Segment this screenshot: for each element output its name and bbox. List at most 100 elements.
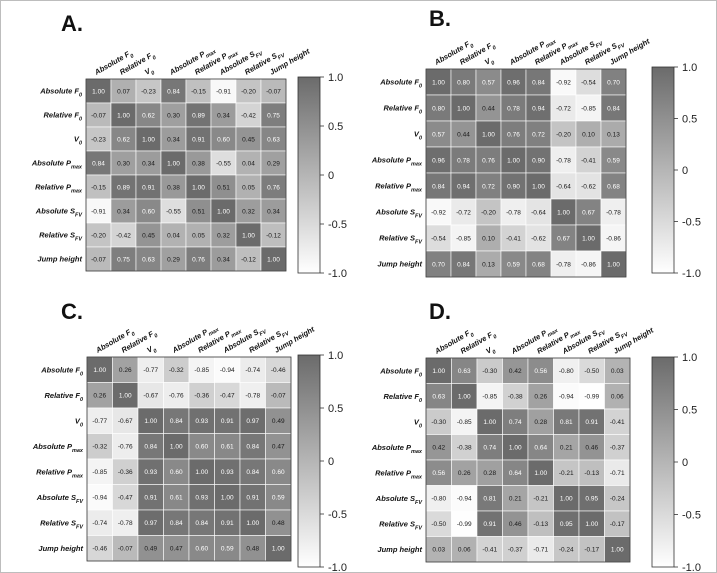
cell-value-label: 0.91 bbox=[144, 495, 157, 502]
cell-value-label: 0.48 bbox=[272, 520, 285, 527]
cell-value-label: 0.21 bbox=[509, 496, 522, 503]
cell-value-label: -0.77 bbox=[92, 418, 107, 425]
heatmap-cell bbox=[112, 433, 139, 460]
heatmap-cell bbox=[527, 383, 554, 410]
colorbar-tick-label: -0.5 bbox=[682, 510, 701, 522]
cell-value-label: 0.84 bbox=[246, 469, 259, 476]
cell-value-label: -0.54 bbox=[431, 235, 446, 242]
heatmap-cell bbox=[578, 408, 605, 435]
cell-value-label: 0.32 bbox=[217, 232, 230, 239]
cell-value-label: -0.41 bbox=[506, 235, 521, 242]
heatmap-cell bbox=[265, 458, 292, 485]
column-label: V0 bbox=[143, 65, 156, 79]
cell-value-label: -0.20 bbox=[556, 131, 571, 138]
cell-value-label: -0.15 bbox=[91, 184, 106, 191]
cell-value-label: -0.85 bbox=[482, 394, 497, 401]
cell-value-label: -0.85 bbox=[194, 367, 209, 374]
heatmap-cell bbox=[500, 68, 527, 96]
colorbar-tick-label: -1.0 bbox=[682, 268, 701, 280]
panel-d: D.1.00 0.63 -0.30 0.42 0.56 -0.80 -0.50 0.030.6… bbox=[371, 299, 701, 572]
cell-value-label: 0.84 bbox=[170, 418, 183, 425]
heatmap-cell bbox=[86, 433, 113, 460]
heatmap-cell bbox=[110, 126, 137, 152]
cell-value-label: 0.32 bbox=[242, 208, 255, 215]
heatmap-cell bbox=[265, 382, 292, 409]
cell-value-label: 0.93 bbox=[195, 495, 208, 502]
cell-value-label: 0.05 bbox=[242, 184, 255, 191]
cell-value-label: 0.62 bbox=[142, 112, 155, 119]
cell-value-label: 0.42 bbox=[509, 368, 522, 375]
heatmap-cell bbox=[235, 222, 262, 248]
cell-value-label: 0.21 bbox=[560, 445, 573, 452]
row-label: Absolute Pmax bbox=[31, 159, 83, 171]
cell-value-label: 0.68 bbox=[607, 183, 620, 190]
row-label: V0 bbox=[74, 135, 82, 147]
cell-value-label: 0.34 bbox=[142, 160, 155, 167]
cell-value-label: -0.67 bbox=[118, 418, 133, 425]
cell-value-label: 0.60 bbox=[170, 469, 183, 476]
cell-value-label: -0.32 bbox=[92, 444, 107, 451]
heatmap-cell bbox=[451, 408, 478, 435]
cell-value-label: 0.45 bbox=[242, 136, 255, 143]
cell-value-label: 1.00 bbox=[482, 131, 495, 138]
cell-value-label: 0.74 bbox=[509, 419, 522, 426]
heatmap-cell bbox=[188, 356, 215, 383]
cell-value-label: 0.61 bbox=[170, 495, 183, 502]
cell-value-label: 0.91 bbox=[192, 136, 205, 143]
cell-value-label: 0.95 bbox=[585, 496, 598, 503]
cell-value-label: 1.00 bbox=[483, 419, 496, 426]
heatmap-cell bbox=[525, 94, 552, 122]
cell-value-label: 1.00 bbox=[272, 546, 285, 553]
panel-title: A. bbox=[61, 11, 83, 36]
cell-value-label: -0.78 bbox=[245, 393, 260, 400]
cell-value-label: -0.78 bbox=[556, 157, 571, 164]
heatmap-cell bbox=[502, 485, 529, 512]
heatmap-cell bbox=[160, 102, 187, 128]
cell-value-label: 0.84 bbox=[92, 160, 105, 167]
cell-value-label: 0.10 bbox=[482, 235, 495, 242]
cell-value-label: 0.05 bbox=[192, 232, 205, 239]
cell-value-label: 0.80 bbox=[457, 79, 470, 86]
row-label: Jump height bbox=[377, 260, 422, 269]
cell-value-label: -0.41 bbox=[482, 547, 497, 554]
cell-value-label: 0.67 bbox=[582, 209, 595, 216]
cell-value-label: 0.62 bbox=[117, 136, 130, 143]
heatmap-cell bbox=[214, 458, 241, 485]
heatmap-cell bbox=[265, 356, 292, 383]
cell-value-label: 0.13 bbox=[482, 261, 495, 268]
cell-value-label: -0.86 bbox=[606, 235, 621, 242]
heatmap-cell bbox=[553, 485, 580, 512]
heatmap-cell bbox=[239, 535, 266, 562]
heatmap-cell bbox=[604, 357, 631, 384]
cell-value-label: 0.59 bbox=[607, 157, 620, 164]
row-label: V0 bbox=[414, 417, 422, 429]
heatmap-cell bbox=[260, 102, 287, 128]
cell-value-label: -0.13 bbox=[584, 470, 599, 477]
heatmap-cell bbox=[575, 120, 602, 148]
cell-value-label: 0.76 bbox=[482, 157, 495, 164]
cell-value-label: 0.60 bbox=[217, 136, 230, 143]
column-label: Jump height bbox=[273, 324, 317, 354]
heatmap-cell bbox=[425, 172, 452, 200]
cell-value-label: 1.00 bbox=[582, 235, 595, 242]
cell-value-label: -0.07 bbox=[91, 256, 106, 263]
heatmap-cell bbox=[553, 434, 580, 461]
cell-value-label: 1.00 bbox=[195, 469, 208, 476]
cell-value-label: -0.55 bbox=[216, 160, 231, 167]
heatmap-cell bbox=[110, 198, 137, 224]
cell-value-label: 0.91 bbox=[483, 521, 496, 528]
heatmap-frame bbox=[86, 356, 292, 562]
cell-value-label: 0.51 bbox=[192, 208, 205, 215]
cell-value-label: -0.37 bbox=[508, 547, 523, 554]
cell-value-label: 0.04 bbox=[242, 160, 255, 167]
cell-value-label: -0.85 bbox=[456, 235, 471, 242]
heatmap-cell bbox=[239, 382, 266, 409]
cell-value-label: 1.00 bbox=[144, 418, 157, 425]
heatmap-cell bbox=[86, 484, 113, 511]
cell-value-label: 0.47 bbox=[272, 444, 285, 451]
heatmap-cell bbox=[163, 407, 190, 434]
cell-value-label: -0.94 bbox=[457, 496, 472, 503]
heatmap-cell bbox=[476, 459, 503, 486]
heatmap-cell bbox=[137, 535, 164, 562]
cell-value-label: 1.00 bbox=[432, 368, 445, 375]
